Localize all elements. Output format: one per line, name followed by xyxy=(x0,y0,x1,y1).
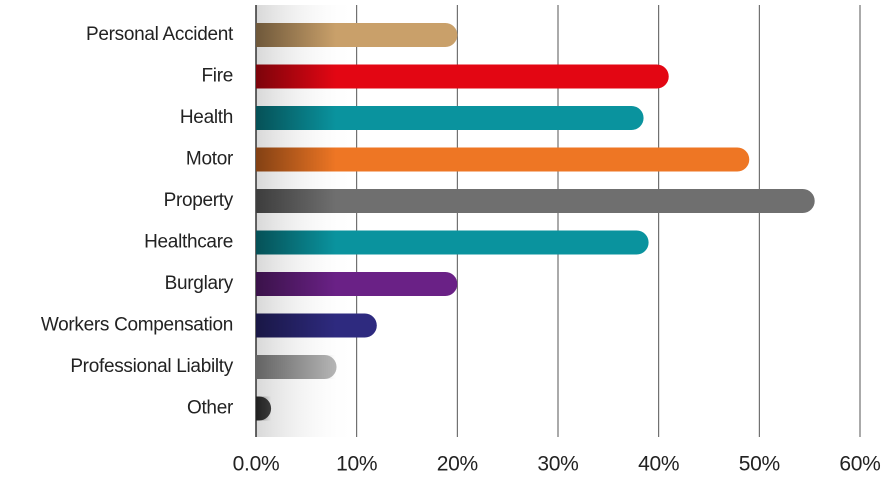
bar-shade xyxy=(256,64,336,89)
y-tick-label: Property xyxy=(164,190,234,211)
bar-shade xyxy=(256,313,336,338)
y-tick-label: Health xyxy=(180,107,233,128)
y-tick-label: Workers Compensation xyxy=(41,315,233,336)
x-tick-label: 20% xyxy=(437,453,478,476)
y-tick-label: Fire xyxy=(201,66,233,87)
bar-shade xyxy=(256,396,272,421)
x-tick-label: 40% xyxy=(638,453,679,476)
bar-shade xyxy=(256,355,336,379)
y-tick-label: Motor xyxy=(186,149,234,170)
bar xyxy=(256,189,815,213)
bar-shade xyxy=(256,189,336,213)
bar-shade xyxy=(256,23,336,47)
y-tick-label: Professional Liabilty xyxy=(70,356,233,377)
bar xyxy=(256,230,649,255)
y-tick-label: Other xyxy=(187,398,234,419)
bar-shade xyxy=(256,272,336,296)
bar-shade xyxy=(256,147,336,172)
x-tick-label: 10% xyxy=(336,453,377,476)
bar xyxy=(256,106,644,130)
x-tick-label: 60% xyxy=(839,453,880,476)
bar-shade xyxy=(256,230,336,255)
y-tick-label: Personal Accident xyxy=(86,24,234,45)
y-tick-label: Healthcare xyxy=(144,232,233,253)
bar xyxy=(256,64,669,89)
y-tick-label: Burglary xyxy=(165,273,234,294)
x-tick-label: 50% xyxy=(739,453,780,476)
x-tick-label: 30% xyxy=(537,453,578,476)
x-tick-label: 0.0% xyxy=(233,453,280,476)
bar-shade xyxy=(256,106,336,130)
bar xyxy=(256,147,750,172)
